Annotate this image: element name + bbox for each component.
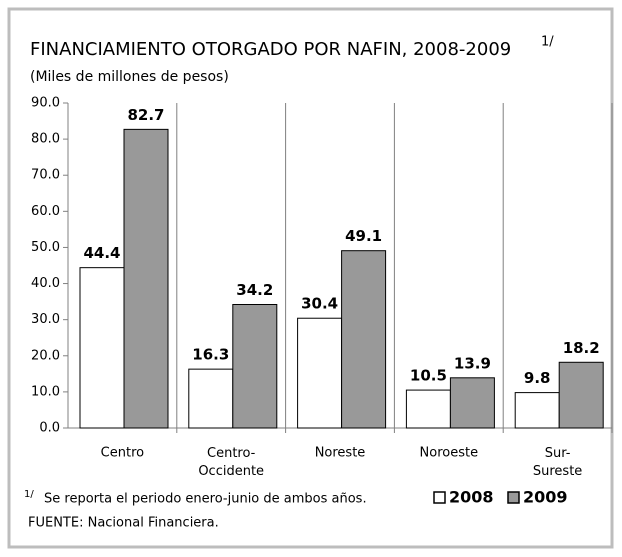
title-note: 1/	[541, 35, 554, 50]
y-tick-label: 30.0	[31, 312, 60, 327]
bar	[405, 389, 451, 429]
x-tick-label: Centro- Occidente	[198, 446, 264, 479]
bar	[449, 377, 495, 429]
data-label: 18.2	[563, 339, 600, 357]
x-tick-label: Centro	[101, 446, 144, 461]
x-tick-label-line: Sur-	[545, 446, 571, 461]
bar	[514, 392, 560, 429]
data-label: 82.7	[127, 106, 164, 124]
y-tick-label: 10.0	[31, 384, 60, 399]
bar	[341, 250, 387, 429]
x-tick-label: Noroeste	[420, 446, 479, 461]
y-tick-label: 60.0	[31, 204, 60, 219]
data-label: 49.1	[345, 227, 382, 245]
y-tick-label: 80.0	[31, 132, 60, 147]
data-label: 30.4	[301, 295, 338, 313]
x-tick-label-line: Centro-	[207, 446, 256, 461]
chart-title: FINANCIAMIENTO OTORGADO POR NAFIN, 2008-…	[30, 39, 511, 60]
data-label: 9.8	[524, 369, 551, 387]
y-tick-label: 20.0	[31, 348, 60, 363]
legend-label: 2009	[523, 488, 568, 507]
y-tick-label: 90.0	[31, 96, 60, 111]
source: FUENTE: Nacional Financiera.	[28, 516, 219, 531]
y-tick-label: 70.0	[31, 168, 60, 183]
y-tick-label: 0.0	[39, 421, 60, 436]
footnote: Se reporta el periodo enero-junio de amb…	[44, 492, 367, 507]
y-tick-label: 50.0	[31, 240, 60, 255]
bar	[297, 317, 343, 429]
bar	[188, 368, 234, 429]
bar	[232, 304, 278, 429]
bar	[558, 361, 604, 429]
bar	[79, 267, 125, 429]
data-label: 10.5	[410, 367, 447, 385]
x-tick-label: Sur- Sureste	[533, 446, 582, 479]
chart-subtitle: (Miles de millones de pesos)	[30, 69, 229, 85]
x-tick-label-line: Occidente	[198, 464, 264, 479]
bar	[123, 128, 169, 429]
y-tick-label: 40.0	[31, 276, 60, 291]
x-tick-label: Noreste	[315, 446, 366, 461]
data-label: 34.2	[236, 281, 273, 299]
data-label: 16.3	[192, 346, 229, 364]
data-label: 13.9	[454, 354, 491, 372]
legend-label: 2008	[449, 488, 494, 507]
x-tick-label-line: Sureste	[533, 464, 582, 479]
legend-swatch	[433, 491, 446, 504]
legend-swatch	[507, 491, 520, 504]
footnote-marker: 1/	[24, 489, 34, 500]
data-label: 44.4	[83, 244, 120, 262]
